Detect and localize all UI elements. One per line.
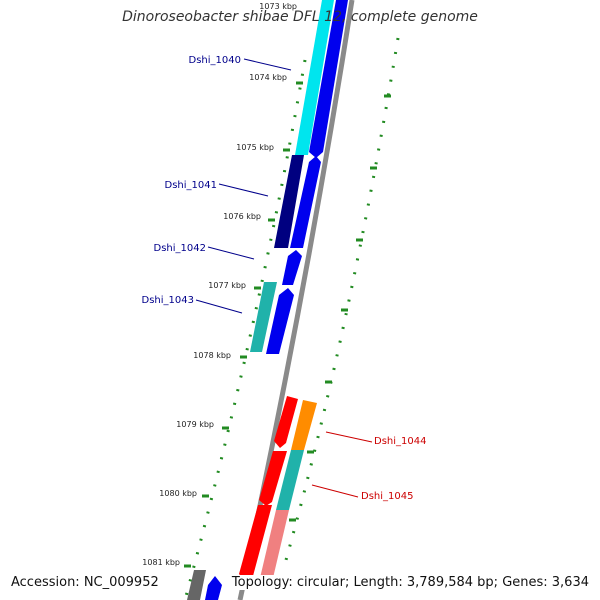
gene-label-Dshi_1040[interactable]: Dshi_1040 xyxy=(189,55,241,66)
tick-label: 1074 kbp xyxy=(249,73,287,82)
separator: ; xyxy=(345,575,354,590)
map-title: Dinoroseobacter shibae DFL 12, complete … xyxy=(122,9,478,25)
gene-label-Dshi_1043[interactable]: Dshi_1043 xyxy=(142,295,194,306)
leader-line-1042 xyxy=(207,246,255,260)
tick-label: 1081 kbp xyxy=(142,558,180,567)
gene-blue-forward-3[interactable] xyxy=(266,288,294,354)
gene-label-Dshi_1042[interactable]: Dshi_1042 xyxy=(154,243,206,254)
gene-salmon[interactable] xyxy=(260,510,289,578)
gene-navy-1041[interactable] xyxy=(274,155,304,248)
gene-teal-1043[interactable] xyxy=(250,282,277,352)
gene-Dshi_1044[interactable] xyxy=(291,400,317,450)
tick-label: 1076 kbp xyxy=(223,212,261,221)
gene-Dshi_1040[interactable] xyxy=(295,0,334,155)
leader-line-1040 xyxy=(243,58,292,71)
gene-blue-bottom[interactable] xyxy=(205,576,222,600)
tick-marks xyxy=(184,81,391,568)
accession-text: Accession: NC_009952 xyxy=(9,575,161,590)
outer-dotted-track xyxy=(284,37,400,561)
tick-label: 1078 kbp xyxy=(193,351,231,360)
tick-label: 1073 kbp xyxy=(259,2,297,11)
gene-label-Dshi_1044[interactable]: Dshi_1044 xyxy=(374,436,426,447)
topology-text: Topology: circular xyxy=(231,575,345,590)
gene-red-2[interactable] xyxy=(259,451,287,506)
tick-label: 1077 kbp xyxy=(208,281,246,290)
leader-line-1044 xyxy=(325,431,373,443)
genes-count-text: Genes: 3,634 xyxy=(502,575,589,590)
genome-summary: Topology: circular; Length: 3,789,584 bp… xyxy=(229,575,591,590)
gene-gray-feature[interactable] xyxy=(187,570,206,600)
leader-line-1041 xyxy=(218,183,269,197)
gene-label-Dshi_1041[interactable]: Dshi_1041 xyxy=(165,180,217,191)
leader-line-1043 xyxy=(195,299,243,314)
gene-blue-Dshi_1042[interactable] xyxy=(282,250,302,285)
gene-blue-forward-1[interactable] xyxy=(309,0,348,158)
gene-Dshi_1045[interactable] xyxy=(276,450,304,510)
tick-label: 1075 kbp xyxy=(236,143,274,152)
gene-red-3[interactable] xyxy=(239,505,272,582)
separator: ; xyxy=(493,575,503,590)
gene-red-1[interactable] xyxy=(274,396,298,448)
leader-line-1045 xyxy=(311,484,359,498)
length-text: Length: 3,789,584 bp xyxy=(353,575,494,590)
tick-label: 1079 kbp xyxy=(176,420,214,429)
gene-label-Dshi_1045[interactable]: Dshi_1045 xyxy=(361,491,413,502)
tick-label: 1080 kbp xyxy=(159,489,197,498)
inner-dotted-track xyxy=(183,59,307,600)
gene-blue-forward-2[interactable] xyxy=(290,156,321,248)
